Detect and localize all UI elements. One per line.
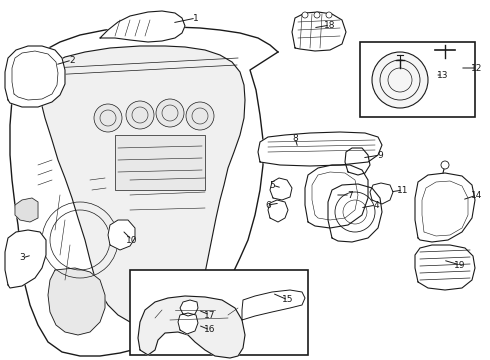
Circle shape — [314, 12, 320, 18]
Polygon shape — [268, 200, 288, 222]
Circle shape — [302, 12, 308, 18]
Text: 11: 11 — [397, 185, 409, 194]
Polygon shape — [370, 183, 393, 204]
Polygon shape — [242, 290, 305, 320]
Text: 3: 3 — [19, 253, 25, 262]
Bar — [115, 135, 205, 190]
Bar — [130, 270, 308, 355]
Polygon shape — [292, 12, 346, 51]
Bar — [360, 42, 475, 117]
Circle shape — [326, 12, 332, 18]
Polygon shape — [258, 132, 382, 166]
Text: 19: 19 — [454, 261, 466, 270]
Text: 4: 4 — [373, 201, 379, 210]
Text: 2: 2 — [69, 55, 75, 64]
Polygon shape — [138, 296, 245, 358]
Circle shape — [186, 102, 214, 130]
Text: 5: 5 — [269, 180, 275, 189]
Text: 10: 10 — [126, 235, 138, 244]
Text: 7: 7 — [347, 190, 353, 199]
Circle shape — [126, 101, 154, 129]
Text: 13: 13 — [437, 71, 449, 80]
Text: 15: 15 — [282, 296, 294, 305]
Text: 9: 9 — [377, 150, 383, 159]
Polygon shape — [108, 220, 135, 250]
Text: 6: 6 — [265, 201, 271, 210]
Text: 8: 8 — [292, 134, 298, 143]
Polygon shape — [328, 184, 382, 242]
Polygon shape — [345, 148, 370, 175]
Polygon shape — [35, 46, 245, 325]
Polygon shape — [5, 230, 46, 288]
Text: 14: 14 — [471, 190, 483, 199]
Polygon shape — [270, 178, 292, 200]
Polygon shape — [415, 173, 475, 242]
Polygon shape — [15, 198, 38, 222]
Text: 17: 17 — [204, 310, 216, 320]
Circle shape — [372, 52, 428, 108]
Polygon shape — [180, 300, 198, 316]
Polygon shape — [5, 46, 65, 107]
Polygon shape — [305, 165, 368, 228]
Circle shape — [94, 104, 122, 132]
Polygon shape — [178, 313, 198, 334]
Circle shape — [156, 99, 184, 127]
Circle shape — [441, 161, 449, 169]
Polygon shape — [100, 11, 185, 42]
Text: 1: 1 — [193, 14, 199, 23]
Text: 16: 16 — [204, 325, 216, 334]
Text: 18: 18 — [324, 21, 336, 30]
Polygon shape — [415, 245, 475, 290]
Text: 12: 12 — [471, 63, 483, 72]
Polygon shape — [48, 268, 105, 335]
